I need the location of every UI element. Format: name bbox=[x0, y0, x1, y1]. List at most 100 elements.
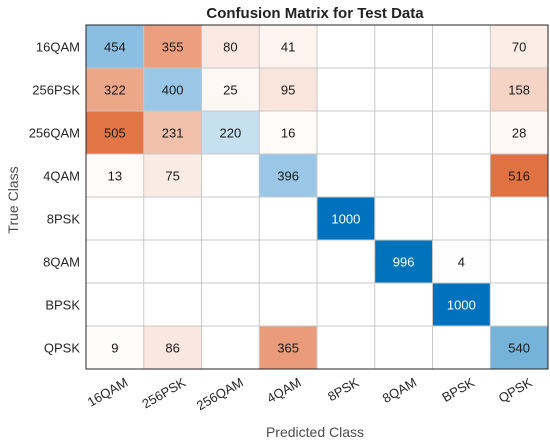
matrix-cell bbox=[317, 25, 375, 68]
cell-value-label: 355 bbox=[162, 40, 184, 55]
y-tick-label: 4QAM bbox=[43, 169, 80, 184]
y-tick-label: 256QAM bbox=[29, 126, 80, 141]
matrix-cell bbox=[490, 154, 548, 197]
matrix-cell bbox=[143, 154, 202, 197]
cell-value-label: 86 bbox=[165, 341, 179, 356]
x-tick-label: 16QAM bbox=[85, 375, 131, 410]
matrix-cells: 454 355 80 41 70 322 400 25 95 158 505 231 220 16 28 13… bbox=[86, 25, 548, 369]
x-axis-label: Predicted Class bbox=[266, 424, 364, 440]
y-tick-label: 8QAM bbox=[43, 255, 80, 270]
matrix-cell bbox=[143, 326, 202, 369]
matrix-cell bbox=[490, 240, 548, 283]
matrix-cell bbox=[490, 283, 548, 326]
x-tick-label: 8PSK bbox=[325, 374, 362, 404]
matrix-cell bbox=[143, 197, 202, 240]
matrix-cell bbox=[86, 111, 144, 154]
x-tick-label: 4QAM bbox=[264, 375, 303, 406]
x-tick-label: 256QAM bbox=[194, 375, 246, 414]
y-tick-label: 16QAM bbox=[36, 40, 80, 55]
matrix-cell bbox=[490, 25, 548, 68]
matrix-cell bbox=[432, 326, 491, 369]
matrix-cell bbox=[374, 111, 433, 154]
matrix-cell bbox=[86, 25, 144, 68]
cell-value-label: 365 bbox=[277, 341, 299, 356]
matrix-cell bbox=[143, 283, 202, 326]
matrix-cell bbox=[374, 154, 433, 197]
matrix-cell bbox=[201, 240, 260, 283]
cell-value-label: 231 bbox=[162, 126, 184, 141]
matrix-cell bbox=[86, 240, 144, 283]
matrix-cell bbox=[490, 197, 548, 240]
matrix-cell bbox=[86, 197, 144, 240]
matrix-cell bbox=[86, 283, 144, 326]
matrix-cell bbox=[201, 326, 260, 369]
cell-value-label: 1000 bbox=[447, 298, 476, 313]
matrix-cell bbox=[143, 68, 202, 111]
y-tick-label: BPSK bbox=[45, 298, 80, 313]
matrix-cell bbox=[143, 111, 202, 154]
matrix-cell bbox=[259, 111, 317, 154]
matrix-cell bbox=[374, 240, 433, 283]
matrix-cell bbox=[374, 283, 433, 326]
matrix-cell bbox=[143, 240, 202, 283]
cell-value-label: 4 bbox=[458, 255, 465, 270]
matrix-cell bbox=[317, 283, 375, 326]
cell-value-label: 400 bbox=[162, 83, 184, 98]
matrix-cell bbox=[259, 197, 317, 240]
cell-value-label: 80 bbox=[223, 40, 237, 55]
y-tick-label: 256PSK bbox=[32, 83, 80, 98]
matrix-cell bbox=[432, 154, 491, 197]
cell-value-label: 322 bbox=[104, 83, 126, 98]
cell-value-label: 505 bbox=[104, 126, 126, 141]
matrix-cell bbox=[317, 154, 375, 197]
matrix-cell bbox=[86, 326, 144, 369]
matrix-border bbox=[85, 24, 549, 370]
cell-value-label: 25 bbox=[223, 83, 237, 98]
matrix-cell bbox=[201, 111, 260, 154]
cell-value-label: 540 bbox=[508, 341, 530, 356]
matrix-cell bbox=[86, 154, 144, 197]
matrix-cell bbox=[259, 283, 317, 326]
matrix-cell bbox=[86, 68, 144, 111]
matrix-cell bbox=[201, 68, 260, 111]
cell-value-label: 41 bbox=[281, 40, 295, 55]
cell-value-label: 454 bbox=[104, 40, 126, 55]
cell-value-label: 13 bbox=[108, 169, 122, 184]
cell-value-label: 9 bbox=[111, 341, 118, 356]
matrix-cell bbox=[317, 240, 375, 283]
matrix-cell bbox=[374, 25, 433, 68]
matrix-cell bbox=[259, 326, 317, 369]
matrix-cell bbox=[490, 68, 548, 111]
matrix-cell bbox=[432, 283, 491, 326]
matrix-cell bbox=[374, 68, 433, 111]
cell-value-label: 516 bbox=[508, 169, 530, 184]
cell-value-label: 95 bbox=[281, 83, 295, 98]
matrix-cell bbox=[317, 326, 375, 369]
y-tick-label: QPSK bbox=[44, 341, 80, 356]
matrix-cell bbox=[432, 25, 491, 68]
matrix-cell bbox=[432, 240, 491, 283]
matrix-cell bbox=[259, 154, 317, 197]
y-tick-labels: 16QAM 256PSK 256QAM 4QAM 8PSK 8QAM BPSK QPSK bbox=[29, 40, 81, 356]
y-axis-label: True Class bbox=[5, 166, 21, 233]
chart-title: Confusion Matrix for Test Data bbox=[206, 5, 424, 22]
cell-value-label: 70 bbox=[512, 40, 526, 55]
matrix-cell bbox=[490, 326, 548, 369]
x-tick-label: QPSK bbox=[496, 374, 535, 405]
matrix-cell bbox=[374, 326, 433, 369]
x-tick-labels: 16QAM 256PSK 256QAM 4QAM 8PSK 8QAM BPSK QPSK bbox=[85, 374, 535, 413]
matrix-cell bbox=[259, 240, 317, 283]
matrix-grid bbox=[85, 24, 549, 370]
matrix-cell bbox=[432, 111, 491, 154]
matrix-cell bbox=[201, 197, 260, 240]
matrix-cell bbox=[432, 197, 491, 240]
y-tick-label: 8PSK bbox=[47, 212, 81, 227]
cell-value-label: 1000 bbox=[331, 212, 360, 227]
matrix-cell bbox=[317, 111, 375, 154]
matrix-cell bbox=[259, 68, 317, 111]
x-tick-label: BPSK bbox=[439, 374, 477, 404]
matrix-cell bbox=[143, 25, 202, 68]
matrix-cell bbox=[201, 25, 260, 68]
matrix-cell bbox=[201, 154, 260, 197]
